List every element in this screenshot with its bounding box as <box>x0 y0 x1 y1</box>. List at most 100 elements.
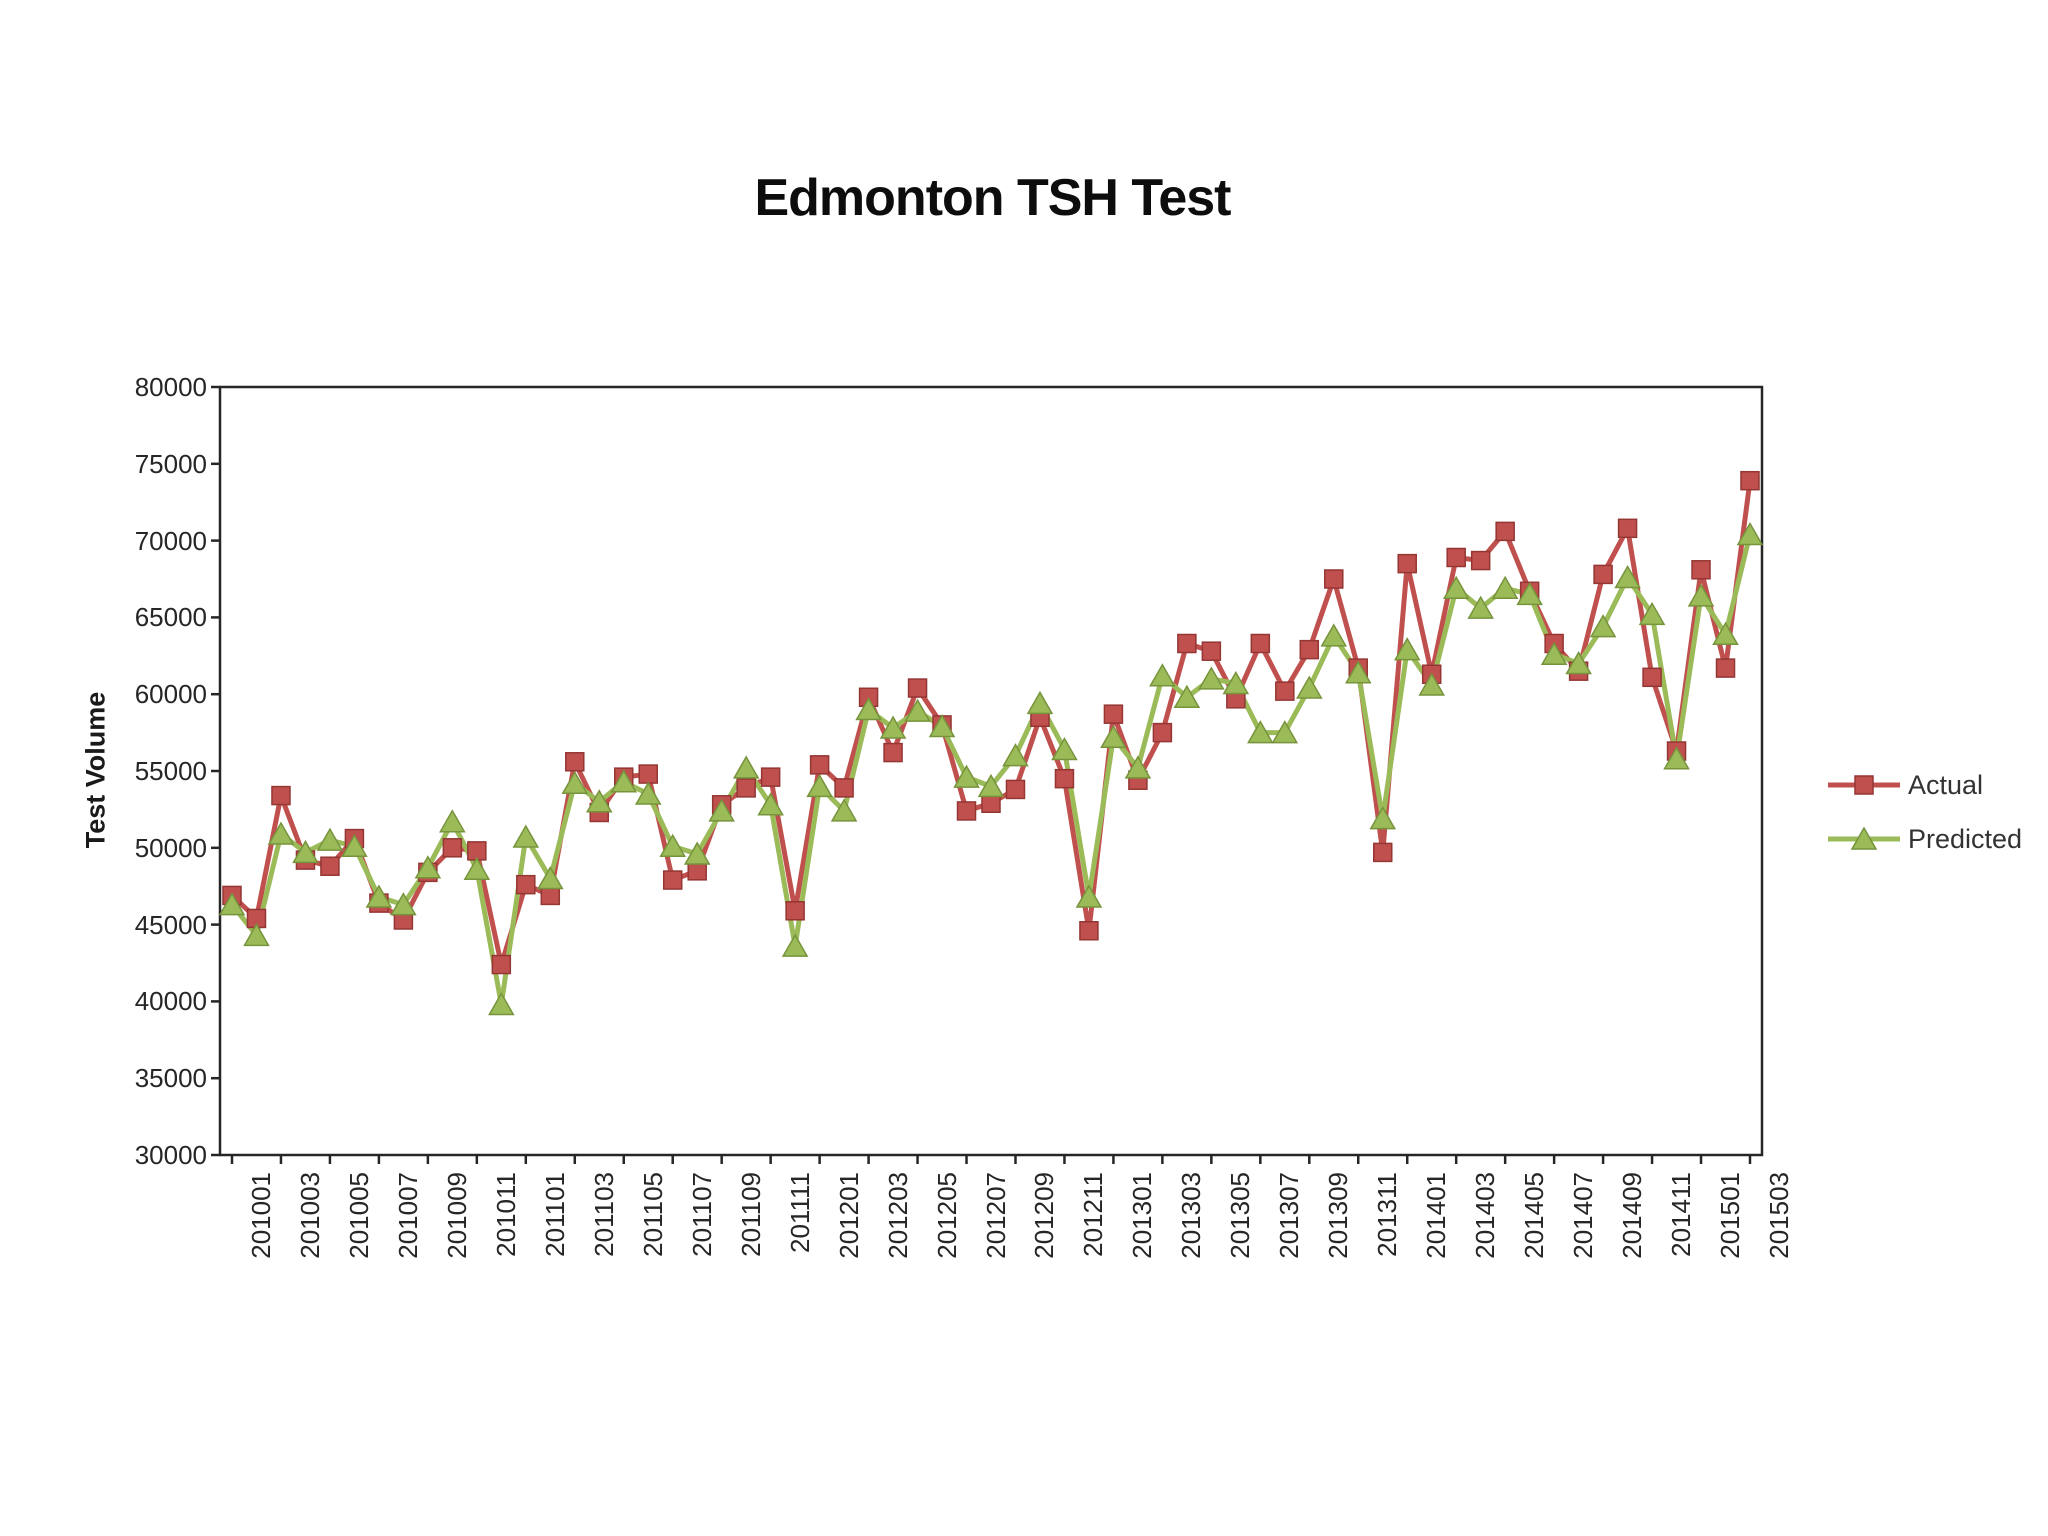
actual-marker <box>1299 639 1320 660</box>
predicted-marker <box>781 933 809 957</box>
predicted-marker <box>512 824 540 848</box>
predicted-marker <box>218 892 246 916</box>
predicted-marker <box>1736 521 1764 546</box>
x-tick-label: 201311 <box>1372 1172 1403 1257</box>
actual-marker <box>1642 667 1662 688</box>
x-tick-label: 201109 <box>735 1172 766 1257</box>
x-tick-label: 201009 <box>441 1172 472 1259</box>
actual-marker <box>834 778 854 798</box>
actual-marker <box>1177 633 1197 654</box>
actual-marker <box>491 954 512 975</box>
legend-item-predicted: Predicted <box>1828 822 2022 856</box>
x-tick-label: 201111 <box>784 1172 815 1253</box>
x-tick-label: 201409 <box>1617 1172 1648 1259</box>
actual-marker <box>1201 641 1222 661</box>
predicted-marker <box>243 922 270 947</box>
y-tick-label: 70000 <box>134 525 207 556</box>
x-tick-label: 201209 <box>1029 1172 1060 1259</box>
actual-marker <box>1054 768 1075 789</box>
actual-marker <box>1103 704 1124 724</box>
y-tick-label: 75000 <box>134 448 207 479</box>
x-tick-label: 201303 <box>1176 1172 1207 1259</box>
predicted-marker <box>341 833 368 858</box>
predicted-marker <box>1124 755 1152 779</box>
predicted-marker <box>1467 595 1494 619</box>
y-tick-label: 80000 <box>134 372 207 402</box>
x-tick-label: 201305 <box>1225 1172 1256 1259</box>
predicted-marker <box>977 773 1005 798</box>
x-tick-label: 201005 <box>343 1172 374 1259</box>
predicted-marker <box>1638 601 1666 626</box>
actual-marker <box>1740 470 1760 491</box>
actual-marker <box>442 838 463 858</box>
actual-series-line <box>230 480 1753 968</box>
predicted-marker <box>1344 660 1372 684</box>
actual-marker <box>1397 553 1417 574</box>
y-tick-label: 55000 <box>134 756 207 786</box>
x-tick-label: 201103 <box>588 1172 619 1257</box>
actual-marker <box>1152 722 1173 743</box>
predicted-marker <box>561 770 589 795</box>
predicted-marker <box>1369 806 1397 830</box>
actual-marker <box>1005 779 1026 800</box>
x-tick-label: 201003 <box>294 1172 325 1259</box>
predicted-marker <box>292 839 319 864</box>
legend: Actual Predicted <box>1828 768 2022 876</box>
actual-marker <box>1495 521 1515 542</box>
x-tick-label: 201301 <box>1127 1172 1158 1259</box>
predicted-marker <box>463 856 491 881</box>
x-tick-label: 201205 <box>931 1172 962 1259</box>
actual-marker <box>271 785 291 806</box>
predicted-marker <box>390 892 417 916</box>
legend-label-predicted: Predicted <box>1908 823 2023 854</box>
x-tick-label: 201501 <box>1715 1172 1746 1259</box>
x-tick-label: 201411 <box>1666 1172 1697 1257</box>
x-tick-label: 201307 <box>1274 1172 1305 1259</box>
predicted-marker <box>1075 884 1103 908</box>
predicted-marker <box>1026 690 1054 715</box>
x-tick-label: 201107 <box>686 1172 717 1257</box>
predicted-marker <box>316 827 344 851</box>
actual-marker <box>809 755 830 775</box>
actual-marker <box>662 870 683 890</box>
predicted-marker <box>1712 621 1739 646</box>
x-tick-label: 201503 <box>1764 1172 1794 1259</box>
predicted-marker <box>879 715 907 739</box>
predicted-marker <box>267 821 295 845</box>
predicted-marker <box>1002 743 1029 767</box>
actual-marker <box>1715 658 1736 678</box>
predicted-marker <box>536 866 564 890</box>
predicted-marker <box>928 713 956 738</box>
x-tick-label: 201101 <box>539 1172 570 1257</box>
x-tick-label: 201211 <box>1078 1172 1109 1257</box>
predicted-marker <box>757 792 784 816</box>
predicted-marker <box>708 798 735 822</box>
predicted-marker <box>610 769 638 793</box>
x-tick-label: 201207 <box>980 1172 1011 1259</box>
y-tick-label: 40000 <box>134 986 207 1017</box>
y-tick-label: 50000 <box>134 832 207 863</box>
x-tick-label: 201001 <box>246 1172 276 1259</box>
predicted-marker <box>1540 641 1568 666</box>
actual-marker <box>638 764 658 784</box>
actual-series-marker-icon <box>1828 775 1900 795</box>
predicted-marker <box>732 755 760 779</box>
predicted-marker <box>1247 720 1274 744</box>
x-tick-label: 201401 <box>1421 1172 1452 1259</box>
actual-marker <box>1324 569 1344 589</box>
predicted-marker <box>488 991 515 1016</box>
actual-marker <box>565 752 585 772</box>
predicted-marker <box>1687 583 1715 607</box>
predicted-marker <box>683 841 711 865</box>
actual-marker <box>956 801 977 821</box>
predicted-marker <box>1614 564 1641 589</box>
y-tick-label: 35000 <box>134 1063 207 1094</box>
predicted-marker <box>365 884 393 908</box>
x-tick-label: 201407 <box>1568 1172 1599 1259</box>
actual-marker <box>1079 920 1099 941</box>
y-tick-label: 60000 <box>134 679 207 710</box>
predicted-marker <box>1418 672 1446 696</box>
predicted-marker <box>1100 724 1127 748</box>
predicted-marker <box>1663 746 1690 770</box>
